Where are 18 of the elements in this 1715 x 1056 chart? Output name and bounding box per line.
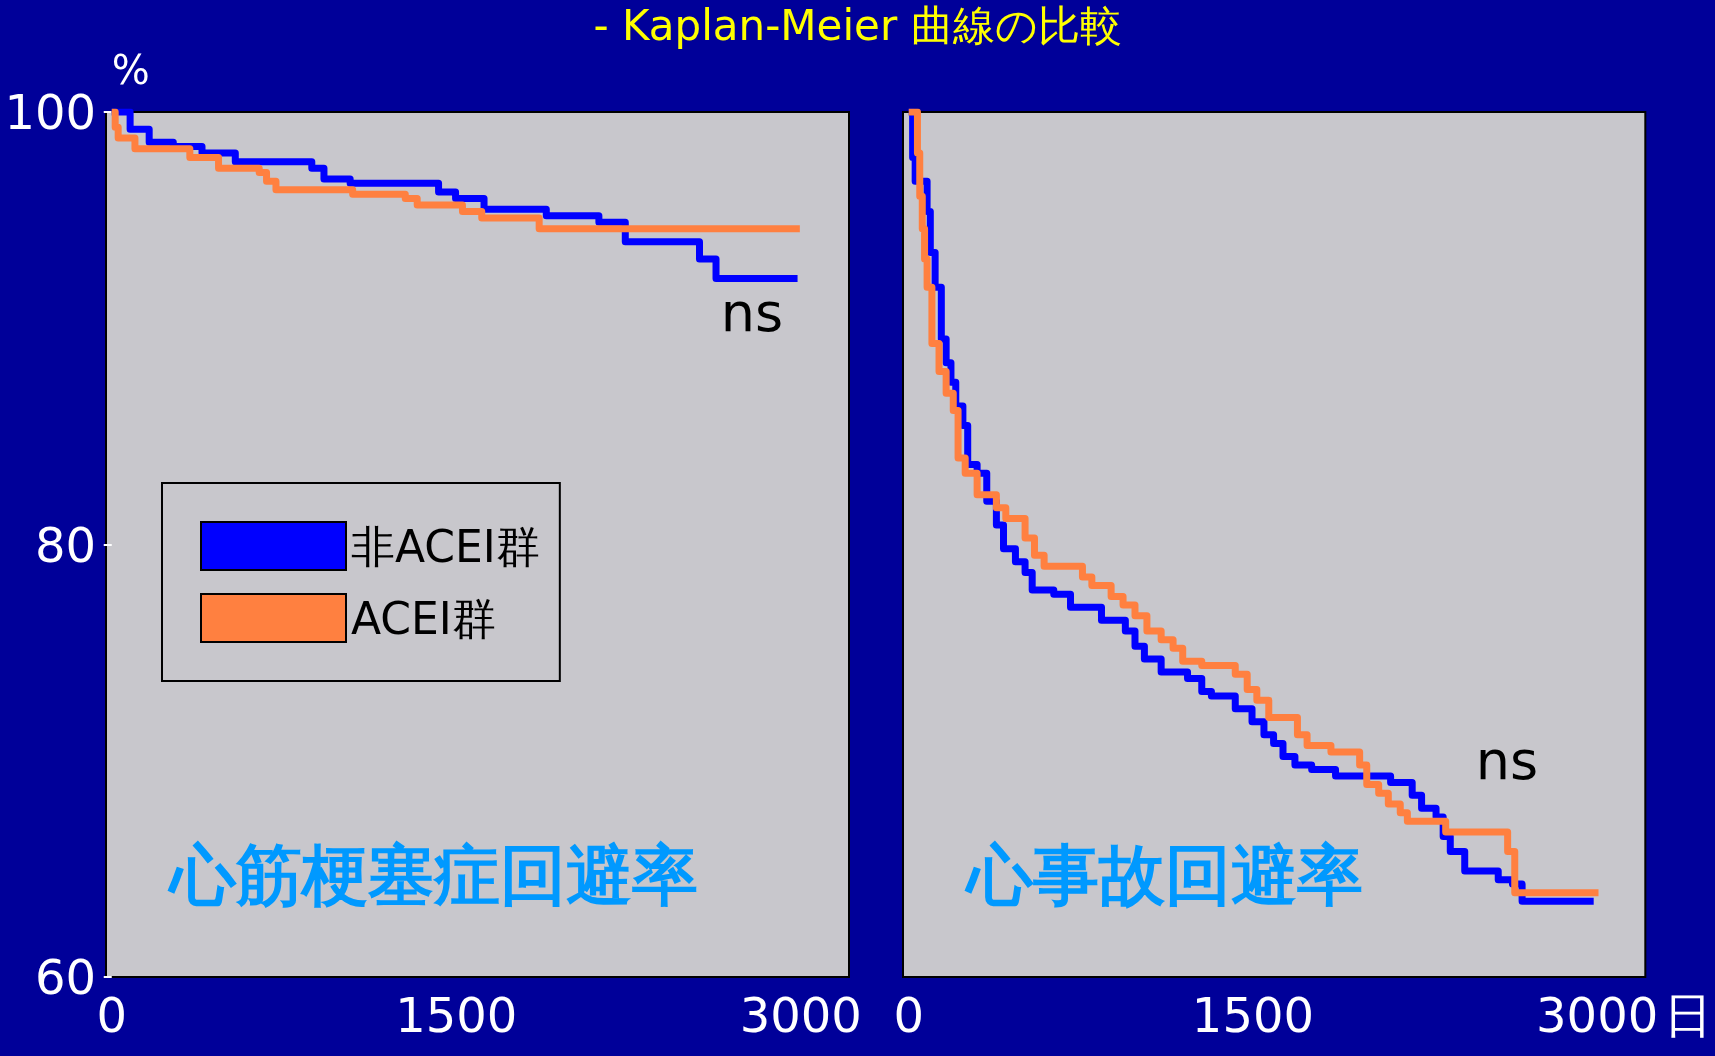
legend-label: ACEI群 xyxy=(351,592,496,644)
annotation: ns xyxy=(1475,728,1539,792)
annotation: 心事故回避率 xyxy=(964,836,1363,914)
x-tick-label: 3000 xyxy=(1536,987,1659,1043)
y-axis-title: % xyxy=(111,47,150,93)
y-tick-label: 100 xyxy=(4,84,96,140)
x-tick-label: 3000 xyxy=(739,987,862,1043)
x-tick-label: 1500 xyxy=(1191,987,1315,1043)
y-tick-label: 80 xyxy=(34,516,96,573)
x-tick-label: 0 xyxy=(893,987,925,1043)
legend-label: 非ACEI群 xyxy=(351,520,540,572)
chart-title: - Kaplan-Meier 曲線の比較 xyxy=(593,1,1122,50)
y-tick-label: 60 xyxy=(34,949,96,1005)
annotation: ns xyxy=(720,280,784,344)
annotation: 心筋梗塞症回避率 xyxy=(167,836,698,914)
x-tick-label: 1500 xyxy=(395,987,518,1043)
x-tick-label: 0 xyxy=(96,987,128,1043)
x-axis-title: 日 xyxy=(1664,987,1713,1043)
